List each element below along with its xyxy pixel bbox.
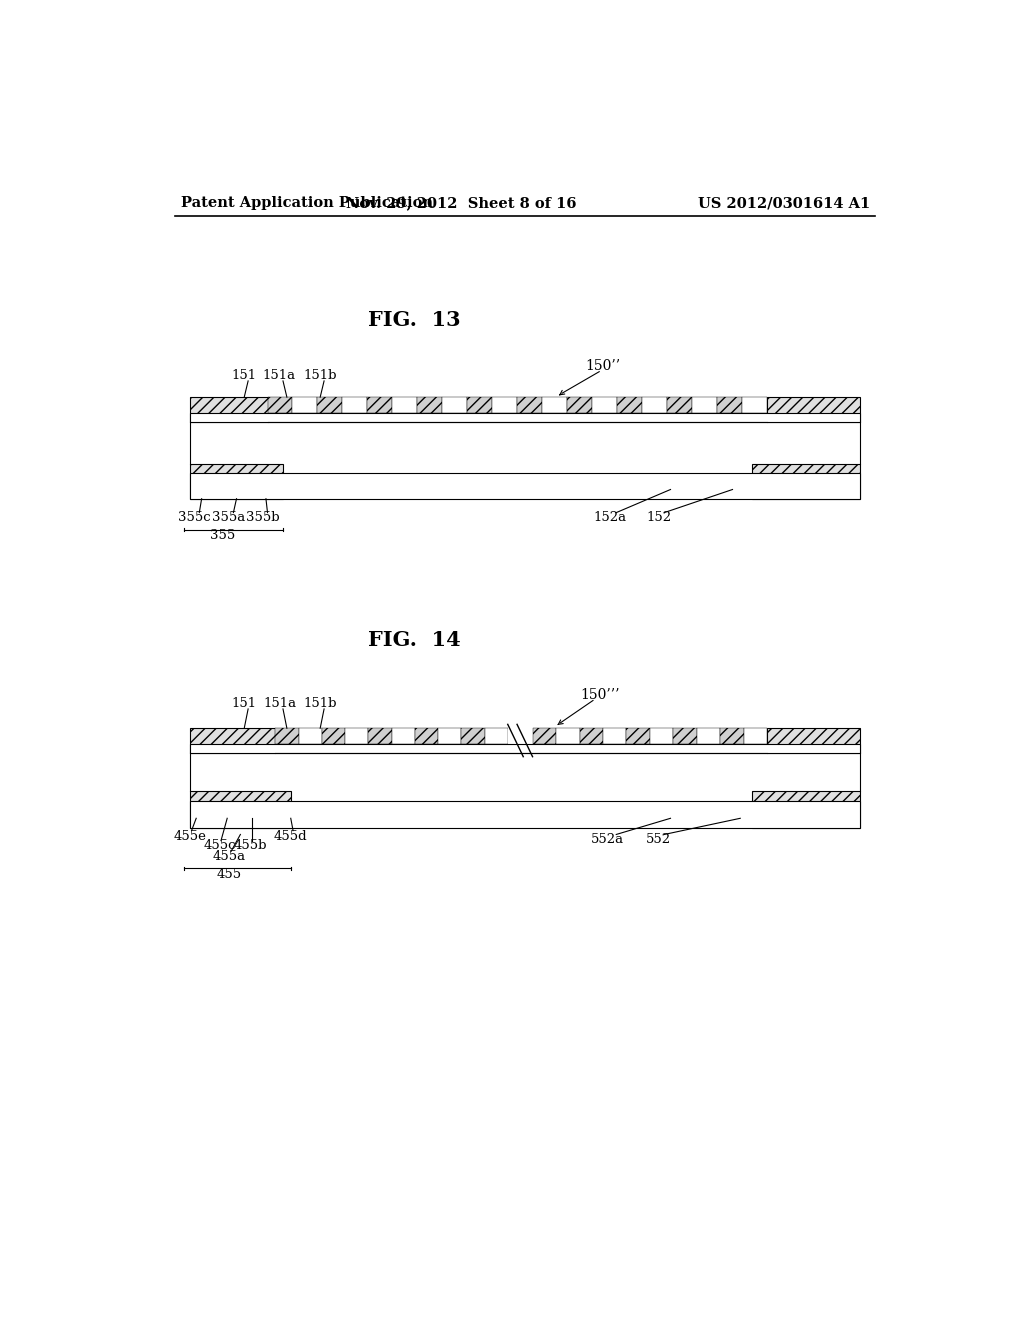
Text: 151: 151 — [231, 370, 257, 381]
Bar — [317, 397, 342, 412]
Bar — [752, 792, 860, 829]
Bar — [532, 729, 556, 743]
Bar — [668, 397, 692, 412]
Text: Nov. 29, 2012  Sheet 8 of 16: Nov. 29, 2012 Sheet 8 of 16 — [346, 197, 577, 210]
Bar — [556, 729, 580, 743]
Bar — [743, 729, 767, 743]
Bar — [190, 800, 860, 829]
Bar — [467, 397, 493, 412]
Bar — [418, 397, 442, 412]
Text: 355: 355 — [210, 529, 236, 543]
Bar — [267, 397, 293, 412]
Bar — [674, 729, 697, 743]
Bar — [391, 729, 415, 743]
Text: 552a: 552a — [591, 833, 624, 846]
Text: 455e: 455e — [173, 829, 207, 842]
Bar — [293, 397, 317, 412]
Text: FIG.  14: FIG. 14 — [369, 630, 461, 649]
Text: Patent Application Publication: Patent Application Publication — [180, 197, 433, 210]
Text: 150’’’: 150’’’ — [580, 688, 620, 702]
Bar — [627, 729, 650, 743]
Text: 355c: 355c — [178, 511, 211, 524]
Bar — [767, 397, 860, 422]
Text: 151b: 151b — [303, 370, 337, 381]
Bar — [567, 397, 593, 412]
Bar — [767, 729, 860, 752]
Bar — [517, 397, 543, 412]
Bar — [752, 465, 860, 499]
Bar — [721, 729, 743, 743]
Bar — [442, 397, 467, 412]
Bar — [593, 397, 617, 412]
Text: 355b: 355b — [246, 511, 280, 524]
Bar — [617, 397, 642, 412]
Bar — [190, 474, 860, 499]
Bar — [190, 792, 291, 829]
Bar — [368, 397, 392, 412]
Bar — [697, 729, 721, 743]
Bar — [603, 729, 627, 743]
Text: FIG.  13: FIG. 13 — [369, 310, 461, 330]
Bar — [392, 397, 418, 412]
Bar — [692, 397, 718, 412]
Bar — [543, 397, 567, 412]
Bar — [508, 729, 532, 752]
Bar — [369, 729, 391, 743]
Bar — [342, 397, 368, 412]
Bar — [742, 397, 767, 412]
Bar — [190, 465, 283, 499]
Bar — [345, 729, 369, 743]
Text: 552: 552 — [646, 833, 672, 846]
Text: 455b: 455b — [233, 838, 267, 851]
Text: 455c: 455c — [203, 838, 236, 851]
Bar — [461, 729, 484, 743]
Bar — [580, 729, 603, 743]
Bar — [275, 729, 299, 743]
Bar — [322, 729, 345, 743]
Bar — [493, 397, 517, 412]
Bar — [718, 397, 742, 412]
Text: 355a: 355a — [212, 511, 246, 524]
Text: 151a: 151a — [262, 370, 296, 381]
Bar — [484, 729, 508, 743]
Text: US 2012/0301614 A1: US 2012/0301614 A1 — [698, 197, 870, 210]
Bar — [190, 743, 860, 752]
Text: 150’’: 150’’ — [586, 359, 621, 374]
Bar — [299, 729, 322, 743]
Text: 455d: 455d — [274, 829, 307, 842]
Bar — [415, 729, 438, 743]
Bar — [190, 397, 267, 422]
Text: 152a: 152a — [594, 511, 627, 524]
Text: 151b: 151b — [303, 697, 337, 710]
Bar — [642, 397, 668, 412]
Text: 151: 151 — [231, 697, 257, 710]
Text: 152: 152 — [646, 511, 672, 524]
Bar — [438, 729, 461, 743]
Text: 455a: 455a — [212, 850, 246, 862]
Text: 151a: 151a — [263, 697, 297, 710]
Bar — [650, 729, 674, 743]
Text: 455: 455 — [216, 869, 242, 880]
Bar — [190, 729, 275, 752]
Bar — [190, 412, 860, 422]
